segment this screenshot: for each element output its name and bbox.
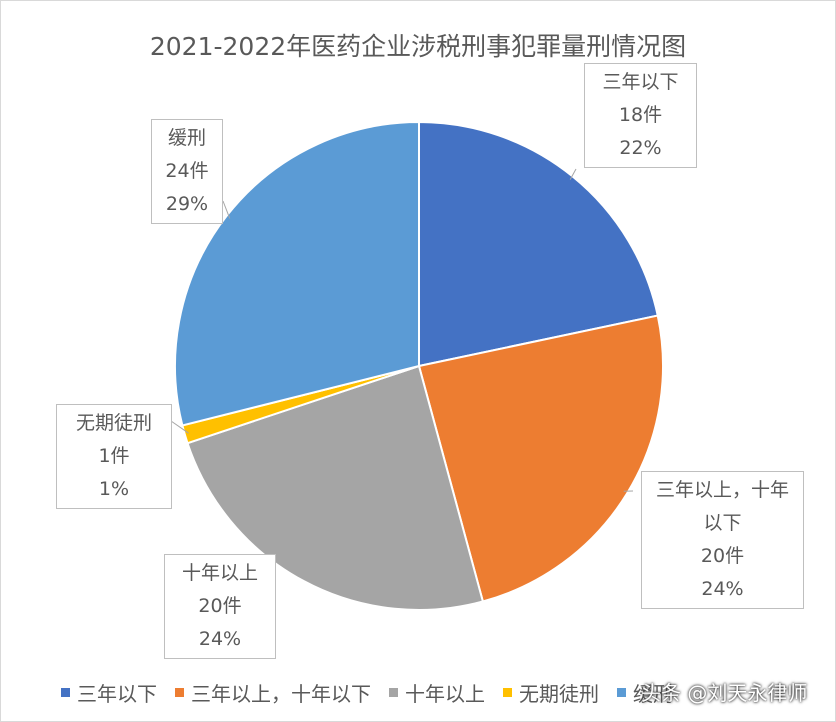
label-percent: 1% [98,478,130,500]
data-label: 无期徒刑 1件 1% [56,404,172,509]
label-value: 18件 [618,104,663,126]
legend-label: 无期徒刑 [519,681,599,706]
pie-slice [186,364,485,611]
label-category: 三年以下 [602,71,679,93]
label-category: 十年以上 [181,562,258,584]
leader-line [170,420,189,434]
legend-swatch [389,687,398,697]
label-value: 20件 [700,545,745,567]
label-percent: 24% [701,578,744,600]
chart-title: 2021-2022年医药企业涉税刑事犯罪量刑情况图 [149,32,687,61]
label-value: 24件 [165,160,209,182]
data-label: 三年以下 18件 22% [584,63,697,168]
legend-item: 缓刑 [617,678,673,707]
label-percent: 24% [198,628,242,650]
legend-label: 三年以上，十年以下 [191,681,371,706]
legend-swatch [503,687,512,697]
legend-item: 三年以下 [61,678,157,707]
legend: 三年以下 三年以上，十年以下 十年以上 无期徒刑 缓刑 [61,677,831,707]
pie-slice [418,120,659,368]
label-category: 无期徒刑 [75,412,152,434]
legend-item: 三年以上，十年以下 [175,678,371,707]
legend-item: 无期徒刑 [503,678,599,707]
data-label: 缓刑 24件 29% [151,119,223,224]
legend-label: 缓刑 [633,681,673,706]
leader-line [222,200,231,219]
data-label: 十年以上 20件 24% [164,554,276,659]
pie-slice [174,120,420,427]
watermark: 头条 @刘天永律师 [641,681,808,705]
label-percent: 22% [619,137,662,159]
legend-item: 十年以上 [389,678,485,707]
label-category: 缓刑 [167,127,206,149]
legend-label: 十年以上 [405,681,485,706]
legend-swatch [61,687,70,697]
label-category: 三年以上，十年以下 [655,479,789,534]
pie-slice [417,314,664,603]
label-value: 1件 [98,445,130,467]
label-value: 20件 [198,595,242,617]
legend-swatch [175,687,184,697]
legend-label: 三年以下 [77,681,157,706]
data-label: 三年以上，十年以下 20件 24% [641,471,804,609]
leader-line [569,168,577,180]
legend-swatch [617,687,626,697]
label-percent: 29% [165,193,209,215]
